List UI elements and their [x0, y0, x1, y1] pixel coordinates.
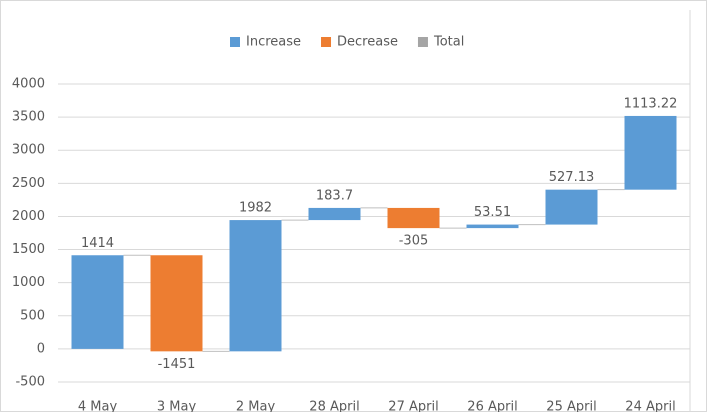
y-tick-label: 2000	[12, 209, 45, 224]
bar	[466, 224, 519, 229]
x-tick-label: 3 May	[157, 400, 197, 412]
legend-label: Decrease	[337, 35, 398, 50]
value-label: 183.7	[316, 188, 353, 203]
y-tick-label: 3500	[12, 110, 45, 125]
bar	[229, 220, 282, 352]
x-tick-label: 25 April	[546, 400, 596, 412]
value-label: 527.13	[549, 170, 595, 185]
bar	[308, 207, 361, 221]
x-tick-label: 2 May	[236, 400, 276, 412]
bar	[150, 255, 203, 352]
bar	[624, 115, 677, 190]
legend-label: Total	[433, 35, 464, 50]
legend-label: Increase	[246, 35, 301, 50]
bar	[71, 255, 124, 349]
value-label: 1414	[81, 236, 114, 251]
x-tick-label: 26 April	[467, 400, 517, 412]
bar	[387, 207, 440, 229]
y-tick-label: 3000	[12, 143, 45, 158]
x-tick-label: 27 April	[388, 400, 438, 412]
legend-swatch	[417, 37, 428, 47]
x-tick-label: 4 May	[78, 400, 118, 412]
y-tick-label: 2500	[12, 176, 45, 191]
legend-swatch	[230, 37, 240, 47]
y-tick-label: 500	[20, 308, 45, 323]
value-label: -305	[399, 234, 429, 249]
bar	[545, 189, 598, 225]
y-tick-label: 1000	[12, 275, 45, 290]
value-label: 53.51	[474, 205, 511, 220]
value-label: 1982	[239, 201, 272, 216]
x-tick-label: 24 April	[625, 400, 675, 412]
y-tick-label: 0	[37, 341, 45, 356]
y-tick-label: 4000	[12, 77, 45, 92]
value-label: -1451	[158, 357, 196, 372]
y-tick-label: -500	[15, 375, 45, 390]
value-label: 1113.22	[624, 96, 678, 111]
x-tick-label: 28 April	[309, 400, 359, 412]
y-tick-label: 1500	[12, 242, 45, 257]
legend-swatch	[321, 37, 332, 47]
